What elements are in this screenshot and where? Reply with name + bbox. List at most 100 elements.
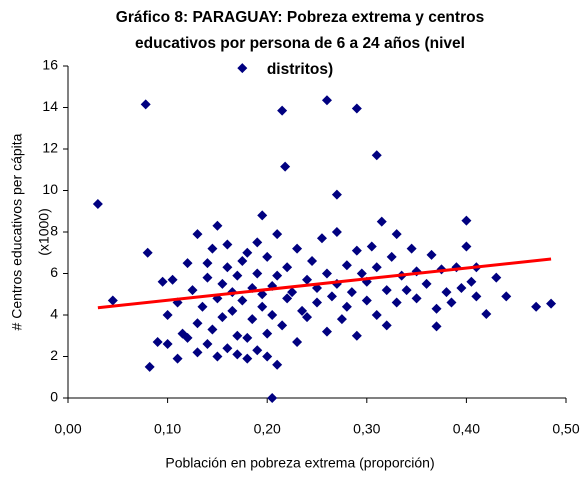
y-tick-label: 6 [50,264,58,280]
point [292,243,303,254]
point [282,262,293,273]
point [232,330,243,341]
point [262,351,273,362]
point [356,268,367,279]
point [331,227,342,237]
point [471,291,482,302]
point [172,353,183,364]
x-tick-label: 0,50 [552,421,579,437]
point [142,247,153,258]
point [316,233,327,244]
point [341,301,352,312]
point [182,332,193,343]
point [297,305,308,316]
point [144,361,155,372]
point [162,310,173,320]
point [446,297,457,308]
point [222,262,233,273]
x-tick-label: 0,10 [154,421,181,437]
point [207,324,218,335]
point [242,332,253,343]
point [212,220,223,231]
trend-line [97,257,552,310]
y-tick-label: 16 [42,57,58,73]
point [277,320,288,331]
point [351,330,362,341]
x-tick-label: 0,00 [54,421,81,437]
x-tick-label: 0,30 [353,421,380,437]
point [92,198,103,209]
point [351,103,362,114]
point [222,239,233,250]
point [242,353,253,364]
point [280,161,291,172]
point [272,359,283,370]
point [267,310,278,320]
point [277,105,288,116]
y-axis-label: (x1000) [36,208,52,255]
y-tick-label: 0 [50,389,58,405]
point [441,287,452,298]
chart-title: Gráfico 8: PARAGUAY: Pobreza extrema y c… [116,9,484,26]
point [346,287,357,298]
y-tick-label: 4 [50,306,58,322]
point [192,347,203,358]
point [391,229,402,240]
point [411,293,422,304]
point [321,326,332,337]
point [302,274,313,285]
point [326,291,337,302]
point [336,314,347,325]
point [312,297,322,308]
point [456,283,467,294]
point [391,297,402,308]
point [197,301,208,312]
point [182,258,193,269]
point [351,245,362,256]
point [152,336,163,347]
point [232,349,243,360]
point [257,301,268,312]
point [282,293,293,304]
point [421,278,432,289]
y-tick-label: 10 [42,181,58,197]
point [431,303,442,314]
y-axis-label: # Centros educativos per cápita [9,133,25,330]
point [202,258,213,269]
point [491,272,502,283]
point [237,295,248,306]
point [232,270,243,281]
point [222,343,233,354]
point [187,285,198,296]
point [257,210,268,221]
point [371,310,382,320]
x-tick-label: 0,20 [254,421,281,437]
chart-title: educativos por persona de 6 a 24 años (n… [135,35,465,52]
point [501,291,512,302]
y-tick-label: 8 [50,223,58,239]
point [107,295,118,306]
point [242,247,253,258]
point [262,251,273,262]
point [546,298,557,309]
point [307,256,318,267]
point [366,241,377,252]
point [461,215,472,226]
point [331,189,342,200]
point [341,260,352,271]
point [531,301,542,312]
point [202,272,213,283]
x-axis-label: Población en pobreza extrema (proporción… [165,455,434,471]
x-tick-label: 0,40 [453,421,480,437]
point [272,229,283,240]
point [272,270,283,281]
point [431,321,442,332]
point [361,295,372,306]
point [481,308,492,319]
point [381,285,392,296]
point [212,351,223,362]
y-tick-label: 2 [50,347,58,363]
point [426,249,437,260]
point [162,339,173,350]
